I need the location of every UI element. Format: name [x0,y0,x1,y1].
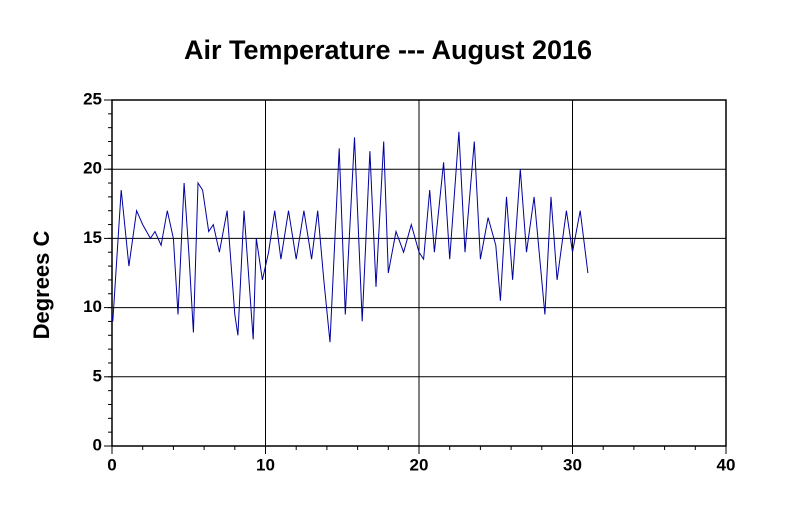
x-tick-label: 10 [256,455,275,474]
y-tick-label: 5 [93,366,102,385]
y-tick-label: 0 [93,435,102,454]
x-tick-label: 30 [563,455,582,474]
y-tick-label: 25 [83,89,102,108]
plot-frame [111,99,727,447]
x-tick-label: 0 [107,455,116,474]
y-tick-label: 20 [83,159,102,178]
y-tick-label: 10 [83,297,102,316]
x-tick-label: 40 [717,455,736,474]
line-series [111,131,589,343]
chart-title: Air Temperature --- August 2016 [184,35,592,65]
y-axis-label: Degrees C [29,230,54,339]
x-tick-label: 20 [410,455,429,474]
y-tick-label: 15 [83,228,102,247]
